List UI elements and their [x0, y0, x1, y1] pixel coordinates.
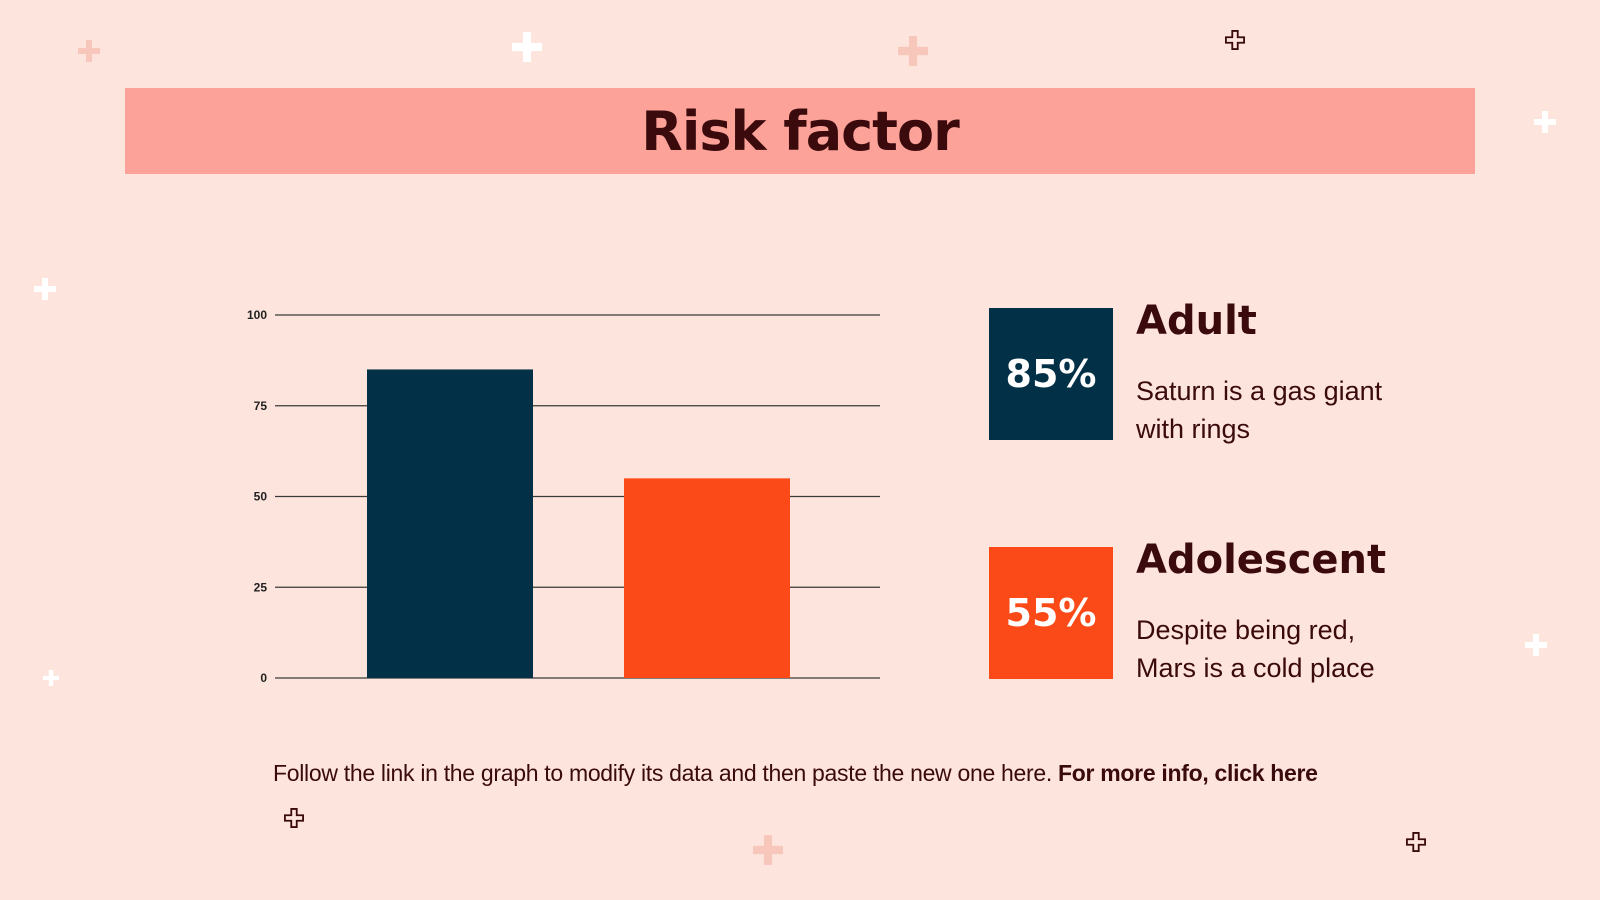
plus-decoration-icon — [34, 278, 56, 300]
plus-decoration-icon — [1525, 634, 1547, 656]
plus-outline-icon — [284, 808, 304, 828]
page-title: Risk factor — [641, 99, 959, 163]
title-bar: Risk factor — [125, 88, 1475, 174]
y-tick-label: 50 — [254, 490, 268, 504]
adult-description-line: with rings — [1136, 414, 1251, 444]
plus-decoration-icon — [1534, 111, 1556, 133]
footer-note: Follow the link in the graph to modify i… — [273, 760, 1318, 787]
adult-percent-box: 85% — [989, 308, 1113, 440]
plus-outline-icon — [1225, 30, 1245, 50]
adult-description: Saturn is a gas giant with rings — [1136, 372, 1426, 448]
footer-link[interactable]: For more info, click here — [1058, 760, 1318, 786]
y-tick-label: 0 — [260, 671, 267, 685]
adult-heading: Adult — [1136, 298, 1257, 344]
y-tick-label: 25 — [254, 580, 268, 594]
adolescent-description: Despite being red, Mars is a cold place — [1136, 611, 1426, 687]
adolescent-description-line: Despite being red, — [1136, 615, 1356, 645]
plus-decoration-icon — [753, 835, 783, 865]
footer-text: Follow the link in the graph to modify i… — [273, 760, 1052, 786]
adolescent-percent-box: 55% — [989, 547, 1113, 679]
bar-2[interactable] — [624, 478, 790, 678]
y-tick-label: 75 — [254, 399, 268, 413]
adult-description-line: Saturn is a gas giant — [1136, 376, 1383, 406]
plus-decoration-icon — [512, 32, 542, 62]
plus-decoration-icon — [43, 670, 59, 686]
plus-decoration-icon — [78, 40, 100, 62]
adult-percent: 85% — [1005, 352, 1097, 396]
plus-decoration-icon — [898, 36, 928, 66]
plus-outline-icon — [1406, 832, 1426, 852]
bar-chart[interactable]: 0 25 50 75 100 — [220, 290, 900, 710]
y-tick-label: 100 — [247, 308, 267, 322]
adolescent-heading: Adolescent — [1136, 537, 1387, 583]
adolescent-percent: 55% — [1005, 591, 1097, 635]
adolescent-description-line: Mars is a cold place — [1136, 653, 1375, 683]
bar-1[interactable] — [367, 369, 533, 678]
